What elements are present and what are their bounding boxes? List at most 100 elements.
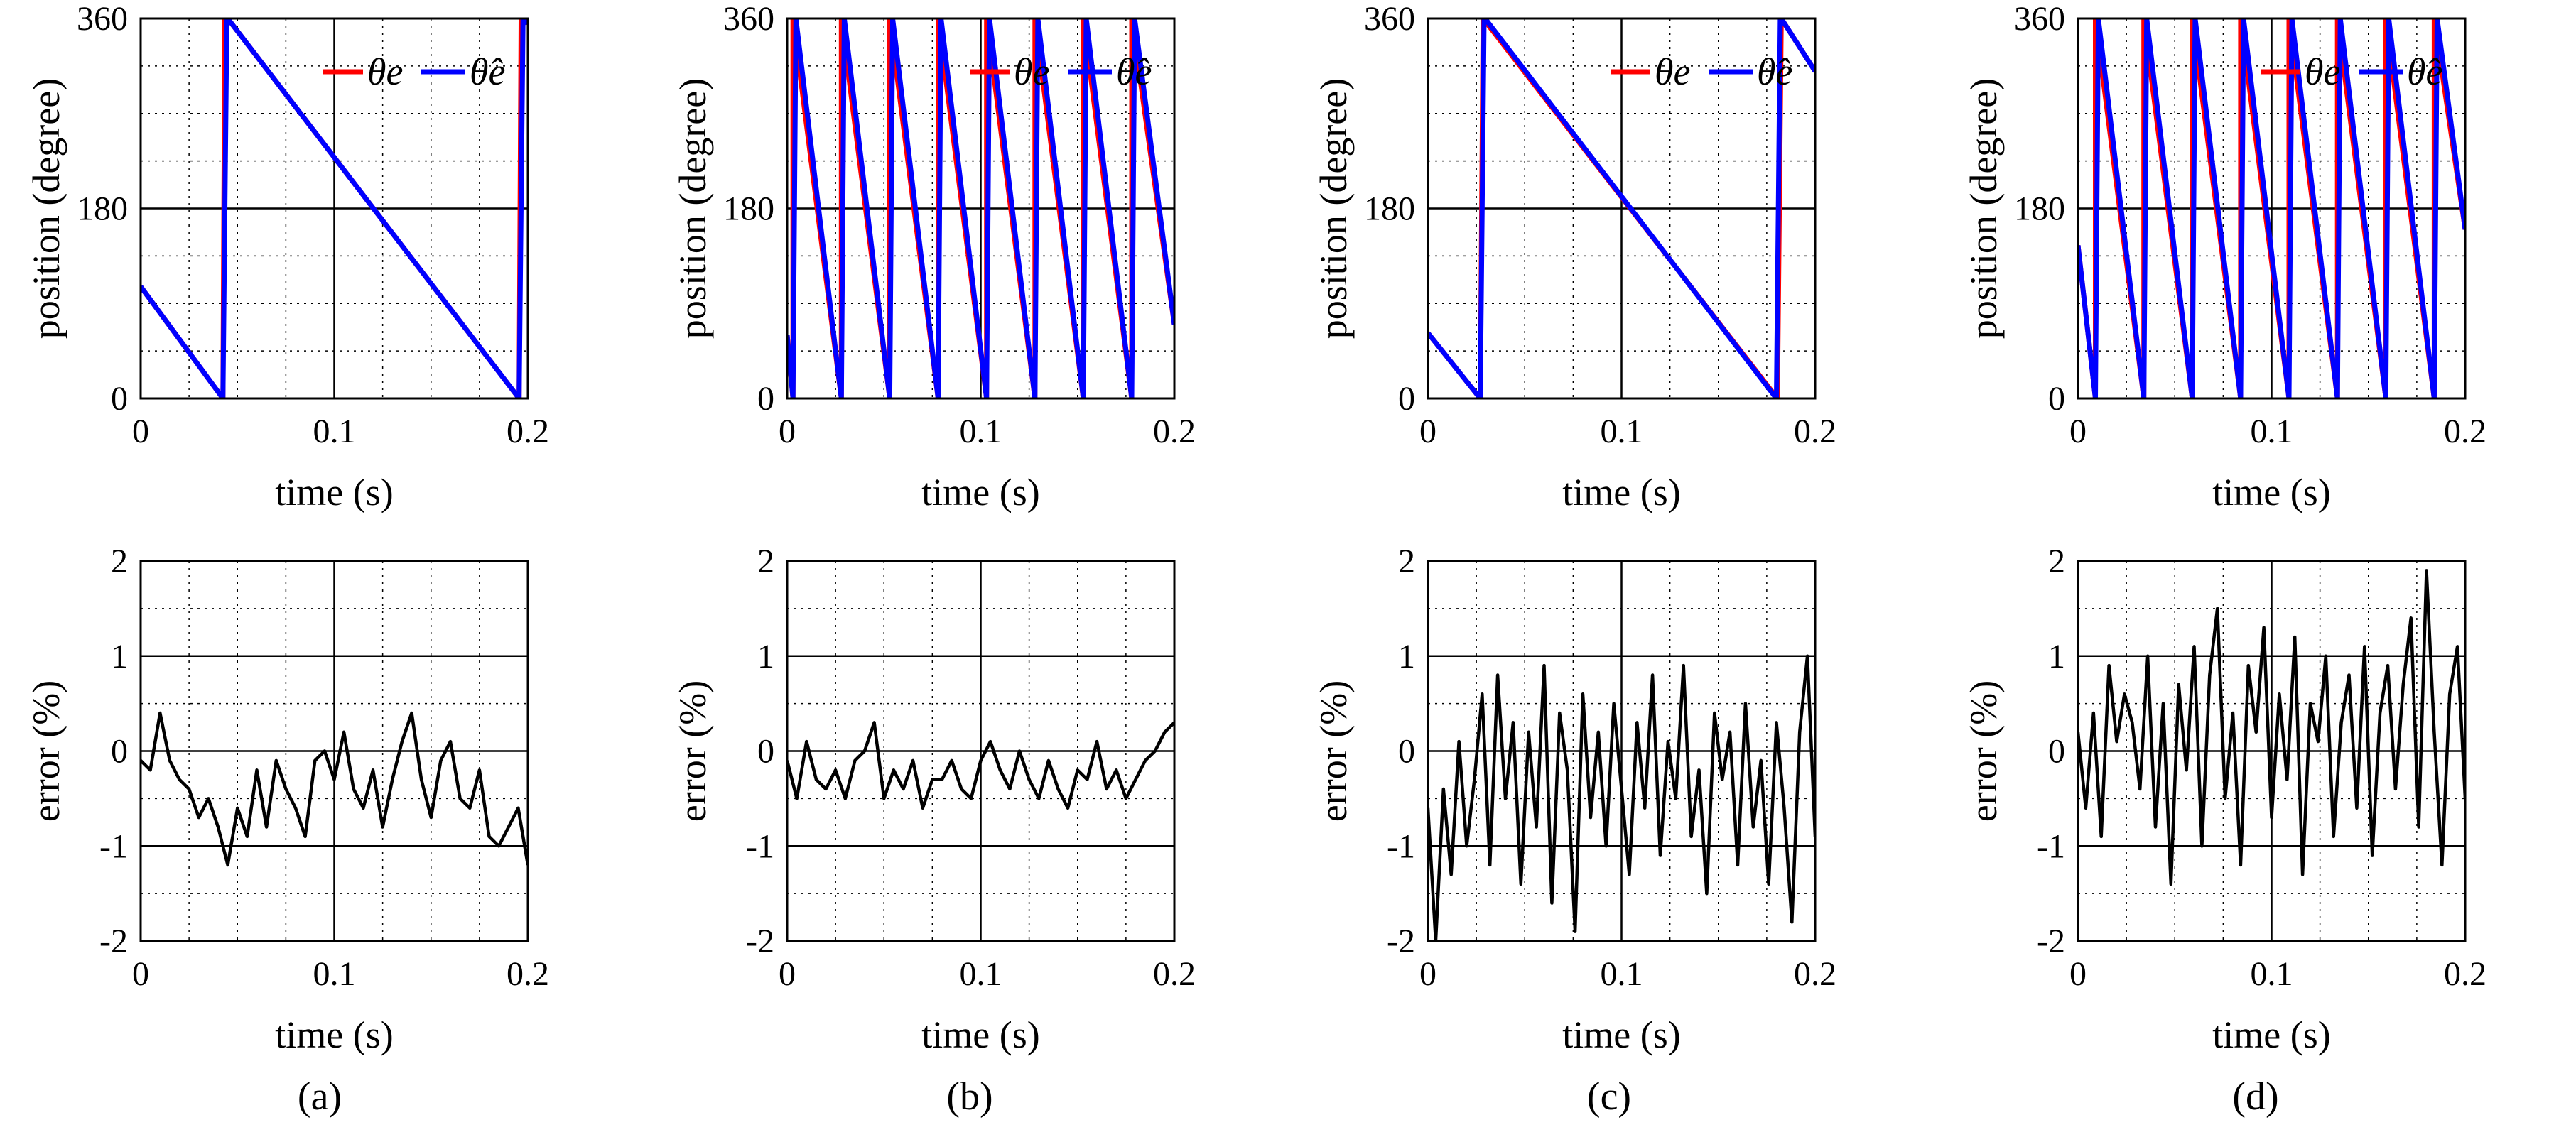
x-tick-label: 0.2 <box>507 955 549 993</box>
x-tick-label: 0 <box>1419 955 1436 993</box>
plot-position-b: 0 0.1 0.2 0 180 360 time (s) position (degree) θ… <box>671 0 1196 513</box>
x-axis-label: time (s) <box>2212 471 2330 513</box>
y-tick-label: -1 <box>99 827 128 865</box>
x-axis-label: time (s) <box>2212 1013 2330 1056</box>
x-tick-label: 0.1 <box>313 413 356 450</box>
y-axis-label: position (degree) <box>25 78 67 339</box>
y-axis-label: error (%) <box>671 680 714 822</box>
error-line <box>787 721 1174 810</box>
y-tick-label: 360 <box>2014 0 2065 38</box>
x-tick-label: 0.1 <box>1601 413 1643 450</box>
y-tick-label: 2 <box>757 543 774 580</box>
x-tick-label: 0.2 <box>2444 413 2486 450</box>
axes-frame <box>1427 560 1817 942</box>
series-line-theta-hat-e <box>787 18 1174 398</box>
y-tick-label: 360 <box>1364 0 1415 38</box>
x-tick-label: 0 <box>132 955 149 993</box>
legend: θe θ̂e <box>970 50 1152 93</box>
y-axis-label: error (%) <box>1312 680 1355 822</box>
axes-frame <box>139 560 529 942</box>
axes-frame <box>786 560 1176 942</box>
y-tick-label: 1 <box>757 638 774 675</box>
x-tick-label: 0.2 <box>1153 955 1196 993</box>
y-tick-label: 2 <box>111 543 128 580</box>
x-tick-label: 0.2 <box>1153 413 1196 450</box>
legend-label-theta-hat-e: θ̂e <box>470 50 506 93</box>
y-tick-label: 0 <box>757 733 774 771</box>
caption-d: (d) <box>2232 1075 2278 1119</box>
y-tick-label: 0 <box>111 733 128 771</box>
y-tick-label: 0 <box>2048 380 2065 418</box>
x-axis-label: time (s) <box>275 1013 393 1056</box>
caption-b: (b) <box>946 1075 992 1119</box>
legend: θe θ̂e <box>1611 50 1793 93</box>
y-tick-label: 180 <box>77 190 128 228</box>
legend-label-theta-hat-e: θ̂e <box>1116 50 1152 93</box>
y-tick-label: -1 <box>1387 827 1415 865</box>
y-axis-label: error (%) <box>25 680 67 822</box>
y-tick-label: -1 <box>2037 827 2065 865</box>
plot-position-c: 0 0.1 0.2 0 180 360 time (s) position (degree) θ… <box>1312 0 1836 513</box>
legend-label-theta-e: θe <box>367 50 404 93</box>
x-axis-label: time (s) <box>1562 471 1680 513</box>
plot-error-c: 0 0.1 0.2 -2 -1 0 1 2 time (s) error (%) <box>1312 543 1836 1056</box>
y-axis-label: position (degree) <box>671 78 714 339</box>
y-tick-label: 1 <box>111 638 128 675</box>
legend-label-theta-e: θe <box>1014 50 1050 93</box>
x-tick-label: 0.1 <box>1601 955 1643 993</box>
x-tick-label: 0.1 <box>960 413 1002 450</box>
series-line-theta-hat-e <box>2078 18 2465 398</box>
y-tick-label: 1 <box>1398 638 1415 675</box>
y-tick-label: 0 <box>2048 733 2065 771</box>
plot-position-d: 0 0.1 0.2 0 180 360 time (s) position (degree) θ… <box>1962 0 2486 513</box>
x-axis-label: time (s) <box>921 471 1039 513</box>
plot-position-a: 0 0.1 0.2 0 180 360 time (s) position (degree) θ… <box>25 0 549 513</box>
x-tick-label: 0.1 <box>2251 955 2293 993</box>
x-tick-label: 0 <box>779 413 796 450</box>
plot-error-d: 0 0.1 0.2 -2 -1 0 1 2 time (s) error (%) <box>1962 543 2486 1056</box>
y-tick-label: 360 <box>723 0 774 38</box>
y-tick-label: -2 <box>99 923 128 960</box>
x-axis-label: time (s) <box>1562 1013 1680 1056</box>
x-tick-label: 0.1 <box>2251 413 2293 450</box>
y-tick-label: 2 <box>2048 543 2065 580</box>
legend-label-theta-e: θe <box>1655 50 1691 93</box>
axes-frame <box>786 17 1176 400</box>
x-tick-label: 0 <box>779 955 796 993</box>
x-tick-label: 0.2 <box>507 413 549 450</box>
y-tick-label: 360 <box>77 0 128 38</box>
y-axis-label: error (%) <box>1962 680 2005 822</box>
y-tick-label: 180 <box>723 190 774 228</box>
series-line-theta-hat-e <box>1428 18 1815 398</box>
plot-error-a: 0 0.1 0.2 -2 -1 0 1 2 time (s) error (%) <box>25 543 549 1056</box>
axes-frame <box>2077 17 2467 400</box>
y-tick-label: 1 <box>2048 638 2065 675</box>
caption-c: (c) <box>1587 1075 1631 1119</box>
error-line <box>1428 654 1815 941</box>
y-tick-label: 2 <box>1398 543 1415 580</box>
x-tick-label: 0 <box>1419 413 1436 450</box>
caption-a: (a) <box>298 1075 342 1119</box>
x-tick-label: 0 <box>2069 413 2087 450</box>
x-tick-label: 0.2 <box>1794 413 1836 450</box>
y-axis-label: position (degree) <box>1962 78 2005 339</box>
legend: θe θ̂e <box>323 50 506 93</box>
x-tick-label: 0.1 <box>960 955 1002 993</box>
x-axis-label: time (s) <box>921 1013 1039 1056</box>
y-tick-label: -2 <box>1387 923 1415 960</box>
x-tick-label: 0.1 <box>313 955 356 993</box>
legend-label-theta-e: θe <box>2305 50 2341 93</box>
x-tick-label: 0 <box>2069 955 2087 993</box>
x-tick-label: 0.2 <box>2444 955 2486 993</box>
y-tick-label: -2 <box>746 923 774 960</box>
axes-frame <box>139 17 529 400</box>
x-tick-label: 0 <box>132 413 149 450</box>
plot-error-b: 0 0.1 0.2 -2 -1 0 1 2 time (s) error (%) <box>671 543 1196 1056</box>
series-line-theta-hat-e <box>141 18 528 398</box>
legend-label-theta-hat-e: θ̂e <box>2407 50 2443 93</box>
y-tick-label: 180 <box>2014 190 2065 228</box>
legend: θe θ̂e <box>2261 50 2443 93</box>
y-tick-label: -1 <box>746 827 774 865</box>
legend-label-theta-hat-e: θ̂e <box>1757 50 1793 93</box>
